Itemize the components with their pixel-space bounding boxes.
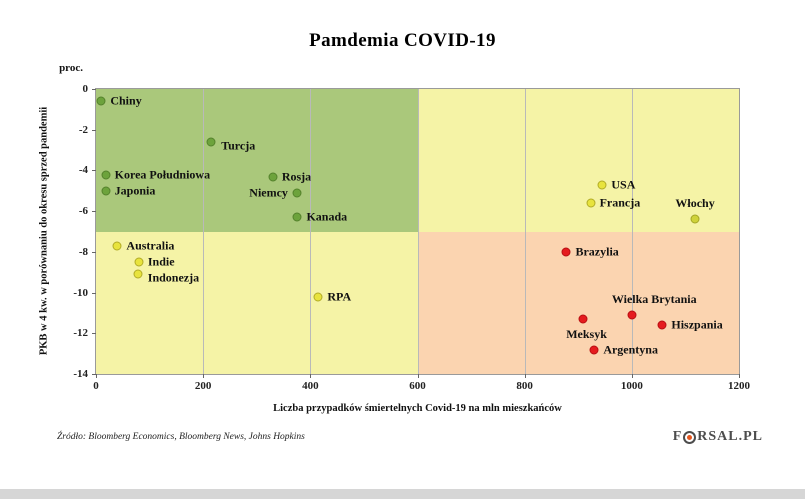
gridline-x-200	[203, 89, 205, 374]
data-point-label-rpa: RPA	[327, 289, 352, 304]
y-tick--8	[92, 251, 96, 253]
x-axis-title: Liczba przypadków śmiertelnych Covid-19 …	[273, 403, 562, 414]
gridline-x-800	[524, 89, 526, 374]
data-point-rpa	[313, 292, 323, 302]
x-tick-1200	[739, 374, 740, 378]
x-tick-label-400: 400	[302, 380, 319, 392]
data-point-korea-po-udniowa	[101, 170, 111, 179]
y-tick-label--12: -12	[73, 327, 88, 340]
data-point-meksyk	[578, 314, 588, 324]
data-point-label-hiszpania: Hiszpania	[671, 317, 723, 332]
data-point-rosja	[268, 172, 278, 182]
forsal-logo-text-suffix: RSAL.PL	[697, 429, 763, 444]
source-note: Źródło: Bloomberg Economics, Bloomberg N…	[57, 432, 305, 442]
gridline-x-400	[310, 89, 312, 374]
x-tick-800	[524, 374, 526, 378]
data-point-label-australia: Australia	[126, 238, 175, 253]
data-point-kanada	[292, 212, 302, 222]
data-point-w-ochy	[690, 214, 700, 224]
data-point-label-meksyk: Meksyk	[566, 327, 607, 342]
data-point-label-w-ochy: Włochy	[675, 196, 715, 211]
y-tick-label--6: -6	[78, 205, 88, 218]
data-point-label-niemcy: Niemcy	[249, 185, 288, 200]
data-point-indie	[134, 257, 144, 267]
data-point-label-indie: Indie	[147, 254, 175, 269]
y-tick--6	[92, 211, 96, 213]
x-tick-label-1000: 1000	[620, 380, 643, 392]
data-point-label-wielka-brytania: Wielka Brytania	[611, 291, 697, 306]
y-tick-label--2: -2	[78, 123, 88, 136]
y-tick--4	[92, 170, 96, 172]
x-tick-600	[417, 374, 419, 378]
data-point-brazylia	[561, 247, 571, 257]
gridline-x-1000	[631, 89, 633, 374]
region-yellow-bottom-left	[96, 231, 418, 374]
data-point-niemcy	[292, 188, 302, 198]
y-tick--10	[92, 292, 96, 294]
data-point-japonia	[101, 186, 111, 196]
y-tick-label--10: -10	[73, 286, 88, 299]
bottom-bar	[0, 489, 805, 499]
data-point-chiny	[96, 96, 106, 106]
y-tick--2	[92, 129, 96, 131]
data-point-indonezja	[133, 269, 143, 279]
x-tick-label-1200: 1200	[728, 380, 750, 392]
data-point-wielka-brytania	[627, 310, 637, 320]
x-tick-1000	[631, 374, 633, 378]
y-axis-unit-label: proc.	[59, 62, 83, 74]
plot-area: 0 200 400 600 800 1000 1200 0 -2 -4 -6 -8 -10 -12 -14 C…	[73, 83, 750, 392]
x-tick-label-600: 600	[409, 380, 426, 392]
forsal-logo-text-prefix: F	[672, 429, 683, 444]
y-tick-label-0: 0	[82, 83, 89, 95]
x-tick-label-800: 800	[516, 380, 533, 392]
y-tick--14	[92, 374, 96, 375]
data-point-label-brazylia: Brazylia	[575, 244, 619, 259]
data-point-label-argentyna: Argentyna	[603, 342, 658, 357]
y-tick-label--8: -8	[78, 245, 88, 258]
data-point-hiszpania	[657, 320, 667, 330]
x-tick-label-200: 200	[194, 380, 212, 392]
x-tick-0	[96, 374, 97, 378]
y-tick-label--4: -4	[78, 164, 88, 177]
region-orange-quadrant	[417, 231, 739, 374]
chart-title: Pamdemia COVID-19	[309, 30, 496, 51]
x-tick-200	[203, 374, 205, 378]
data-point-label-indonezja: Indonezja	[147, 270, 200, 285]
data-point-label-francja: Francja	[599, 195, 641, 210]
forsal-logo-target-icon	[683, 430, 697, 444]
data-point-label-japonia: Japonia	[114, 183, 156, 198]
data-point-label-korea-po-udniowa: Korea Południowa	[114, 167, 211, 181]
data-point-label-kanada: Kanada	[306, 209, 348, 224]
y-tick-0	[92, 89, 96, 90]
data-point-francja	[586, 198, 596, 208]
x-tick-400	[310, 374, 312, 378]
data-point-usa	[597, 180, 607, 190]
data-point-label-usa: USA	[611, 177, 636, 192]
data-point-australia	[112, 241, 122, 251]
y-axis-title: PKB w 4 kw. w porównaniu do okresu sprze…	[38, 106, 50, 356]
region-yellow-top-right	[417, 89, 739, 232]
data-point-label-turcja: Turcja	[221, 138, 256, 153]
data-point-argentyna	[589, 345, 599, 355]
data-point-turcja	[206, 137, 216, 147]
gridline-x-600	[417, 89, 419, 374]
y-tick-label--14: -14	[73, 368, 88, 380]
x-tick-label-0: 0	[93, 380, 99, 392]
data-point-label-chiny: Chiny	[110, 93, 142, 108]
forsal-logo: F RSAL.PL	[673, 429, 763, 445]
y-tick--12	[92, 333, 96, 335]
region-green-quadrant	[96, 89, 418, 232]
data-point-label-rosja: Rosja	[281, 169, 312, 184]
